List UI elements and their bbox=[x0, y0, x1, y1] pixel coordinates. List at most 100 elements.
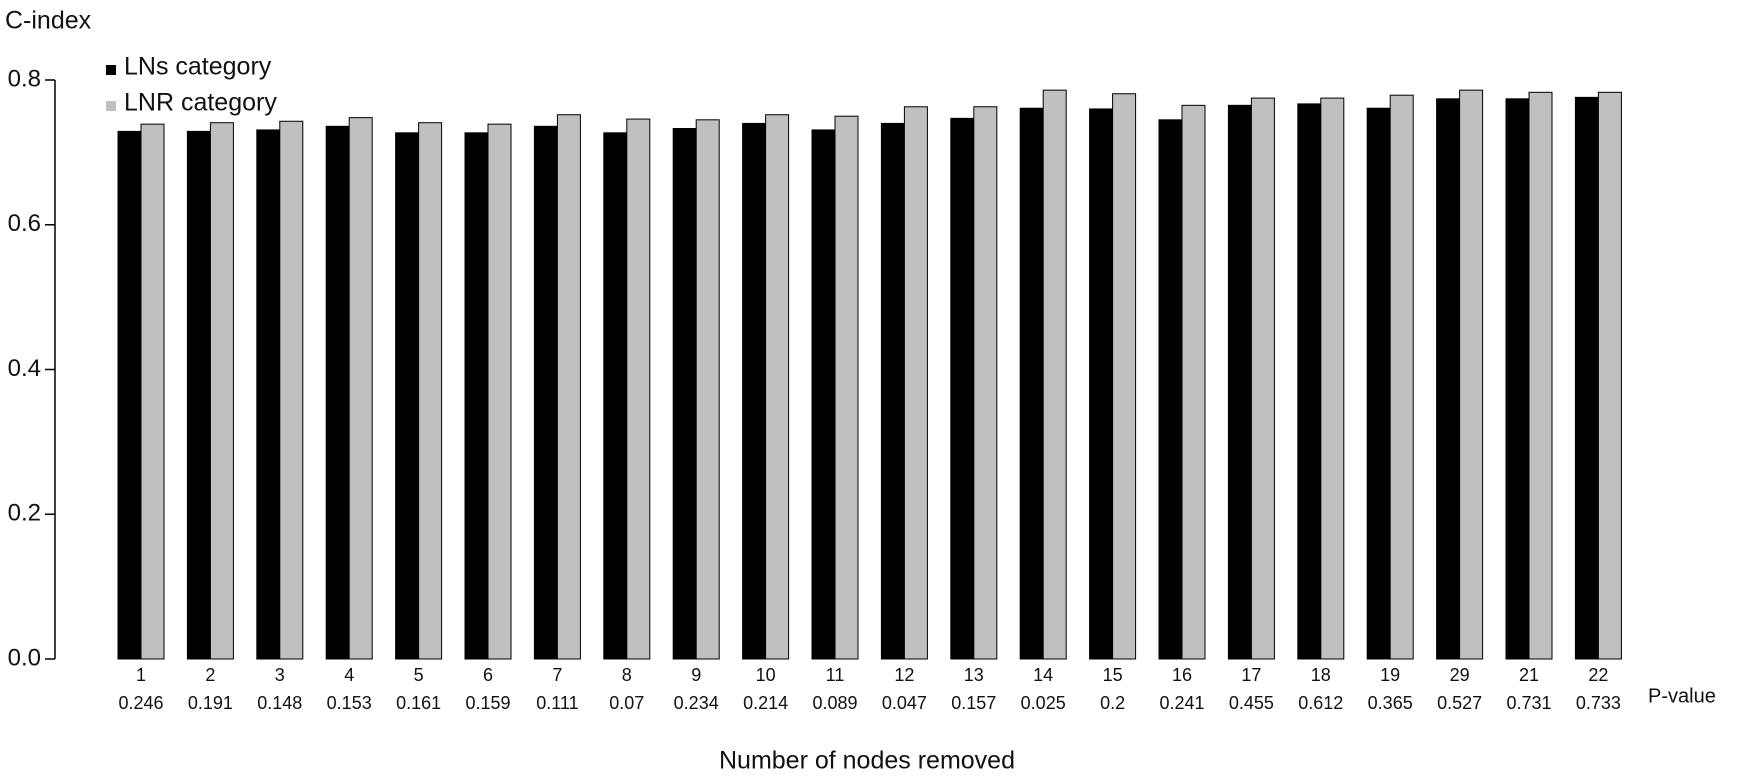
y-axis-label: C-index bbox=[5, 7, 92, 35]
bar bbox=[279, 120, 304, 660]
bar bbox=[1019, 107, 1044, 660]
p-value: 0.246 bbox=[118, 693, 163, 713]
bar bbox=[1297, 103, 1322, 660]
bar bbox=[533, 125, 558, 660]
bar bbox=[117, 130, 142, 660]
bar bbox=[1436, 98, 1461, 660]
bar bbox=[834, 115, 859, 660]
p-value: 0.234 bbox=[674, 693, 719, 713]
x-tick-label: 7 bbox=[552, 665, 562, 685]
bar bbox=[1459, 89, 1484, 660]
bar bbox=[186, 130, 211, 660]
bar bbox=[487, 123, 512, 660]
bar bbox=[672, 127, 697, 660]
x-tick-label: 1 bbox=[136, 665, 146, 685]
bar bbox=[1320, 97, 1345, 660]
bar bbox=[603, 132, 628, 660]
bar bbox=[950, 117, 975, 660]
bar bbox=[1505, 98, 1530, 660]
x-tick-label: 29 bbox=[1450, 665, 1470, 685]
x-tick-label: 4 bbox=[344, 665, 354, 685]
p-value: 0.612 bbox=[1298, 693, 1343, 713]
legend-swatch bbox=[106, 101, 116, 111]
x-tick-label: 2 bbox=[205, 665, 215, 685]
p-value: 0.07 bbox=[609, 693, 644, 713]
x-tick-label: 6 bbox=[483, 665, 493, 685]
bar bbox=[418, 122, 443, 660]
legend-label: LNs category bbox=[124, 53, 272, 81]
bar bbox=[973, 106, 998, 660]
y-tick-label: 0.8 bbox=[8, 65, 41, 92]
bar bbox=[1181, 104, 1206, 660]
p-value: 0.2 bbox=[1100, 693, 1125, 713]
x-tick-label: 12 bbox=[894, 665, 914, 685]
x-tick-label: 3 bbox=[275, 665, 285, 685]
y-tick-label: 0.4 bbox=[8, 355, 41, 382]
bar bbox=[556, 114, 581, 660]
x-tick-label: 22 bbox=[1588, 665, 1608, 685]
p-value: 0.733 bbox=[1576, 693, 1621, 713]
p-value: 0.161 bbox=[396, 693, 441, 713]
bar bbox=[464, 132, 489, 660]
bar bbox=[765, 114, 790, 660]
bar bbox=[140, 123, 165, 660]
p-value: 0.191 bbox=[188, 693, 233, 713]
bar bbox=[1158, 119, 1183, 660]
p-value-label: P-value bbox=[1648, 685, 1716, 707]
x-tick-label: 17 bbox=[1241, 665, 1261, 685]
bar bbox=[695, 119, 720, 660]
bar bbox=[1250, 97, 1275, 660]
bar bbox=[903, 106, 928, 660]
bar bbox=[742, 122, 767, 660]
bar bbox=[1112, 93, 1137, 660]
bar bbox=[1528, 91, 1553, 660]
p-value: 0.148 bbox=[257, 693, 302, 713]
bar bbox=[1574, 96, 1599, 660]
x-tick-label: 11 bbox=[826, 665, 845, 685]
x-tick-label: 5 bbox=[414, 665, 424, 685]
bar bbox=[395, 132, 420, 660]
p-value: 0.089 bbox=[812, 693, 857, 713]
p-value: 0.241 bbox=[1159, 693, 1204, 713]
p-value: 0.047 bbox=[882, 693, 927, 713]
y-tick-label: 0.2 bbox=[8, 500, 41, 527]
x-tick-label: 10 bbox=[756, 665, 776, 685]
bar bbox=[811, 129, 836, 660]
x-axis-label: Number of nodes removed bbox=[719, 747, 1015, 775]
bar bbox=[880, 122, 905, 660]
bar bbox=[626, 118, 651, 660]
p-value: 0.455 bbox=[1229, 693, 1274, 713]
p-value: 0.111 bbox=[536, 693, 578, 713]
legend-swatch bbox=[106, 65, 116, 75]
x-tick-label: 18 bbox=[1311, 665, 1331, 685]
y-tick-label: 0.0 bbox=[8, 644, 41, 671]
bar bbox=[1389, 94, 1414, 660]
bar bbox=[209, 122, 234, 660]
legend-label: LNR category bbox=[124, 89, 277, 117]
bar bbox=[1042, 89, 1067, 660]
bar bbox=[1227, 104, 1252, 660]
y-tick-label: 0.6 bbox=[8, 210, 41, 237]
x-tick-label: 8 bbox=[622, 665, 632, 685]
p-value: 0.159 bbox=[465, 693, 510, 713]
bar bbox=[256, 129, 281, 660]
p-value: 0.527 bbox=[1437, 693, 1482, 713]
p-value: 0.153 bbox=[327, 693, 372, 713]
bar bbox=[1597, 91, 1622, 660]
bar bbox=[1366, 107, 1391, 660]
bar bbox=[1089, 108, 1114, 660]
p-value: 0.157 bbox=[951, 693, 996, 713]
x-tick-label: 19 bbox=[1380, 665, 1400, 685]
bar bbox=[325, 125, 350, 660]
p-value: 0.365 bbox=[1368, 693, 1413, 713]
x-tick-label: 15 bbox=[1103, 665, 1123, 685]
x-tick-label: 9 bbox=[691, 665, 701, 685]
p-value: 0.214 bbox=[743, 693, 788, 713]
p-value: 0.731 bbox=[1506, 693, 1551, 713]
x-tick-label: 13 bbox=[964, 665, 984, 685]
x-tick-label: 14 bbox=[1033, 665, 1053, 685]
bar bbox=[348, 117, 373, 660]
x-tick-label: 21 bbox=[1519, 665, 1539, 685]
x-tick-label: 16 bbox=[1172, 665, 1192, 685]
